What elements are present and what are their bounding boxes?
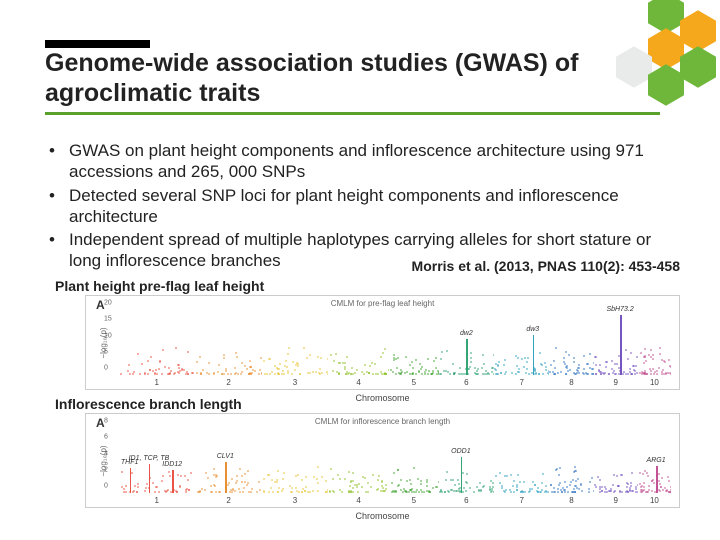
x-tick: 7 bbox=[519, 378, 523, 387]
chromosome-block bbox=[638, 310, 671, 375]
x-tick: 7 bbox=[519, 496, 523, 505]
panel1-plot-area: 12345678910dw2dw3SbH73.2 bbox=[118, 310, 671, 375]
chromosome-block bbox=[262, 428, 328, 493]
peak-label: CLV1 bbox=[217, 453, 234, 460]
y-tick: 20 bbox=[104, 300, 112, 307]
y-tick: 0 bbox=[104, 365, 108, 372]
chromosome-block bbox=[118, 310, 195, 375]
peak-label: dw3 bbox=[526, 326, 539, 333]
x-tick: 9 bbox=[613, 378, 617, 387]
chromosome-block bbox=[439, 428, 494, 493]
x-tick: 10 bbox=[650, 496, 659, 505]
panel1-title: CMLM for pre-flag leaf height bbox=[331, 299, 435, 308]
bullet-item: Detected several SNP loci for plant heig… bbox=[45, 185, 665, 228]
y-tick: 5 bbox=[104, 348, 108, 355]
panel2-title: CMLM for inflorescence branch length bbox=[315, 417, 450, 426]
y-tick: 6 bbox=[104, 434, 108, 441]
y-tick: 0 bbox=[104, 483, 108, 490]
x-tick: 4 bbox=[356, 378, 360, 387]
bullet-list: GWAS on plant height components and infl… bbox=[45, 140, 665, 274]
peak-marker bbox=[172, 470, 174, 493]
peak-marker bbox=[656, 466, 658, 493]
x-tick: 4 bbox=[356, 496, 360, 505]
x-tick: 9 bbox=[613, 496, 617, 505]
x-tick: 8 bbox=[569, 378, 573, 387]
peak-label: ARG1 bbox=[647, 457, 666, 464]
chromosome-block bbox=[328, 310, 389, 375]
citation: Morris et al. (2013, PNAS 110(2): 453-45… bbox=[412, 258, 680, 274]
panel2-xaxis: Chromosome bbox=[355, 511, 409, 521]
chromosome-block bbox=[594, 428, 638, 493]
chromosome-block bbox=[494, 310, 549, 375]
peak-label: THF1 bbox=[121, 459, 139, 466]
page-title: Genome-wide association studies (GWAS) o… bbox=[45, 48, 660, 115]
panel1-xaxis: Chromosome bbox=[355, 393, 409, 403]
peak-marker bbox=[225, 462, 227, 493]
chromosome-block bbox=[549, 310, 593, 375]
y-tick: 4 bbox=[104, 450, 108, 457]
x-tick: 3 bbox=[293, 496, 297, 505]
peak-marker bbox=[466, 339, 468, 375]
x-tick: 1 bbox=[154, 378, 158, 387]
x-tick: 2 bbox=[226, 378, 230, 387]
panel2-plot-area: 12345678910ID1, TCP, TBTHF1IDD12CLV1ODD1… bbox=[118, 428, 671, 493]
manhattan-plot-2: A CMLM for inflorescence branch length −… bbox=[85, 413, 680, 508]
title-accent-bar bbox=[45, 40, 150, 48]
panel2-label: Inflorescence branch length bbox=[55, 396, 242, 412]
bullet-item: GWAS on plant height components and infl… bbox=[45, 140, 665, 183]
chromosome-block bbox=[389, 310, 439, 375]
hex-icon bbox=[680, 46, 716, 88]
x-tick: 6 bbox=[464, 496, 468, 505]
chromosome-block bbox=[328, 428, 389, 493]
x-tick: 6 bbox=[464, 378, 468, 387]
x-tick: 5 bbox=[412, 496, 416, 505]
chromosome-block bbox=[549, 428, 593, 493]
x-tick: 8 bbox=[569, 496, 573, 505]
peak-label: dw2 bbox=[460, 330, 473, 337]
hex-icon bbox=[648, 64, 684, 106]
peak-marker bbox=[149, 464, 151, 493]
chromosome-block bbox=[389, 428, 439, 493]
manhattan-plot-1: A CMLM for pre-flag leaf height −log₁₀(p… bbox=[85, 295, 680, 390]
panel1-label: Plant height pre-flag leaf height bbox=[55, 278, 264, 294]
peak-label: ODD1 bbox=[451, 448, 470, 455]
chromosome-block bbox=[195, 428, 261, 493]
hex-icon bbox=[616, 46, 652, 88]
chromosome-block bbox=[262, 310, 328, 375]
chromosome-block bbox=[195, 310, 261, 375]
peak-marker bbox=[620, 315, 622, 375]
y-tick: 10 bbox=[104, 332, 112, 339]
x-tick: 2 bbox=[226, 496, 230, 505]
peak-label: IDD12 bbox=[162, 461, 182, 468]
chromosome-block bbox=[594, 310, 638, 375]
y-tick: 2 bbox=[104, 466, 108, 473]
x-tick: 5 bbox=[412, 378, 416, 387]
peak-marker bbox=[533, 335, 535, 375]
x-tick: 10 bbox=[650, 378, 659, 387]
peak-marker bbox=[461, 457, 463, 493]
peak-label: SbH73.2 bbox=[606, 306, 633, 313]
y-tick: 8 bbox=[104, 418, 108, 425]
y-tick: 15 bbox=[104, 316, 112, 323]
chromosome-block bbox=[494, 428, 549, 493]
peak-marker bbox=[130, 468, 132, 493]
x-tick: 1 bbox=[154, 496, 158, 505]
x-tick: 3 bbox=[293, 378, 297, 387]
hex-icon-cluster bbox=[590, 0, 720, 130]
